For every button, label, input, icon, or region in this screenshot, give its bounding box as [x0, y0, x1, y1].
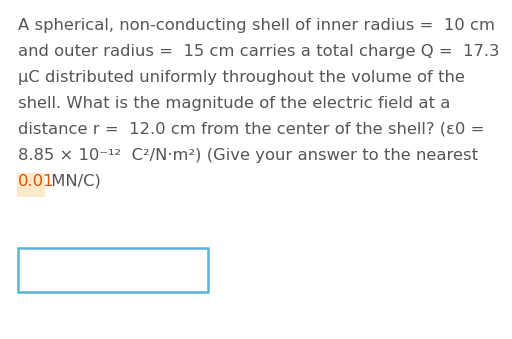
Text: 0.01: 0.01	[18, 174, 54, 189]
FancyBboxPatch shape	[18, 248, 208, 292]
Text: 8.85 × 10⁻¹²  C²/N·m²) (Give your answer to the nearest: 8.85 × 10⁻¹² C²/N·m²) (Give your answer …	[18, 148, 478, 163]
FancyBboxPatch shape	[17, 173, 45, 197]
Text: shell. What is the magnitude of the electric field at a: shell. What is the magnitude of the elec…	[18, 96, 451, 111]
Text: and outer radius =  15 cm carries a total charge Q =  17.3: and outer radius = 15 cm carries a total…	[18, 44, 499, 59]
Text: distance r =  12.0 cm from the center of the shell? (ε0 =: distance r = 12.0 cm from the center of …	[18, 122, 484, 137]
Text: μC distributed uniformly throughout the volume of the: μC distributed uniformly throughout the …	[18, 70, 465, 85]
Text: A spherical, non-conducting shell of inner radius =  10 cm: A spherical, non-conducting shell of inn…	[18, 18, 495, 33]
Text: MN/C): MN/C)	[46, 174, 101, 189]
